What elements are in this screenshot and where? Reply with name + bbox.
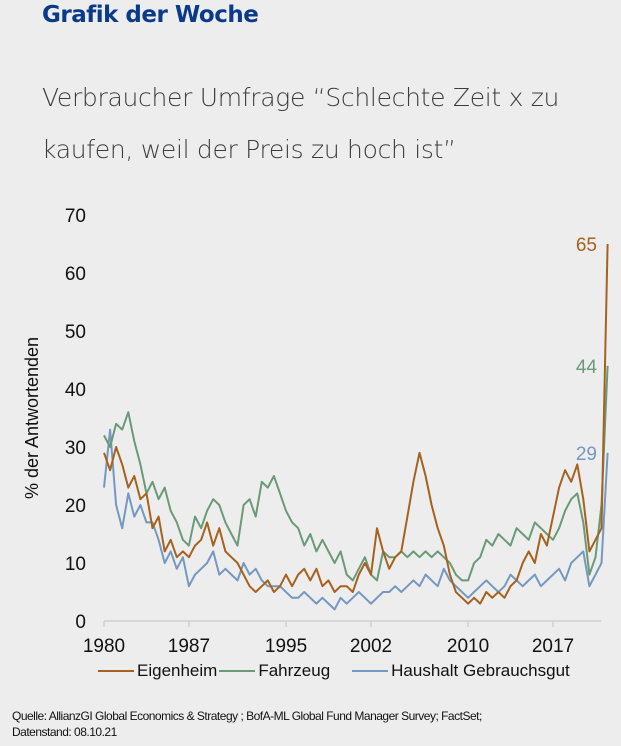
end-value-label: 44	[576, 357, 598, 378]
x-axis-ticks	[103, 621, 554, 627]
legend-item-eigenheim[interactable]: Eigenheim	[98, 661, 219, 681]
legend-item-fahrzeug[interactable]: Fahrzeug	[219, 661, 332, 681]
chart-title: Verbraucher Umfrage “Schlechte Zeit x zu…	[42, 83, 560, 164]
x-tick-label: 2002	[350, 636, 392, 657]
series-line-eigenheim	[103, 243, 609, 605]
source-date: Datenstand: 08.10.21	[12, 725, 117, 739]
x-tick-label: 2017	[532, 636, 574, 657]
page-heading: Grafik der Woche	[42, 2, 259, 28]
series-line-fahrzeug	[103, 365, 609, 582]
end-labels: 65 44 29	[576, 235, 598, 465]
x-tick-label: 1995	[265, 636, 307, 657]
end-value-label: 29	[576, 444, 597, 465]
legend-swatch-fahrzeug	[219, 670, 256, 672]
legend-item-haushalt[interactable]: Haushalt Gebrauchsgut	[352, 661, 572, 681]
end-value-label: 65	[576, 235, 597, 256]
y-tick-label: 20	[65, 496, 86, 517]
y-tick-label: 0	[75, 612, 86, 633]
y-tick-label: 40	[65, 380, 86, 401]
y-axis-title: % der Antwortenden	[22, 337, 42, 499]
y-tick-label: 10	[65, 554, 86, 575]
y-axis-labels: 0 10 20 30 40 50 60 70	[65, 206, 86, 633]
legend-swatch-haushalt	[352, 670, 389, 672]
y-tick-label: 50	[65, 322, 86, 343]
series-lines	[103, 243, 609, 611]
legend: Eigenheim Fahrzeug Haushalt Gebrauchsgut	[98, 661, 572, 681]
x-tick-label: 2010	[447, 636, 489, 657]
y-tick-label: 30	[65, 438, 86, 459]
x-tick-label: 1987	[168, 636, 210, 657]
legend-label: Haushalt Gebrauchsgut	[391, 661, 570, 680]
y-tick-label: 60	[65, 264, 86, 285]
x-tick-label: 1980	[83, 636, 125, 657]
series-line-haushalt-gebrauchsgut	[103, 428, 609, 611]
source-line-1: Quelle: AllianzGI Global Economics & Str…	[12, 709, 482, 723]
legend-swatch-eigenheim	[98, 670, 134, 672]
source-note: Quelle: AllianzGI Global Economics & Str…	[12, 708, 482, 740]
legend-label: Fahrzeug	[258, 661, 331, 680]
y-tick-label: 70	[65, 206, 86, 227]
legend-label: Eigenheim	[137, 661, 218, 680]
x-axis-labels: 1980 1987 1995 2002 2010 2017	[83, 636, 574, 657]
